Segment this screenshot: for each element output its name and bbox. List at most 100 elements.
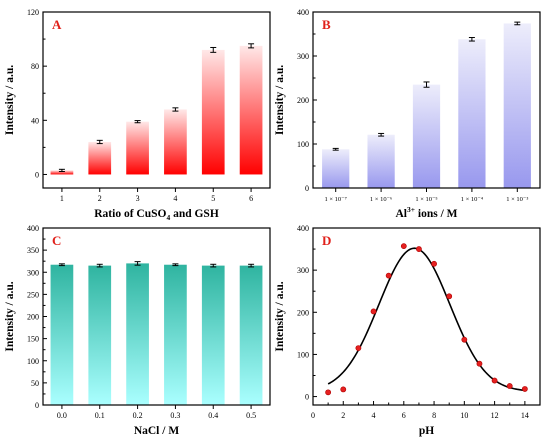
- x-tick-label: 2: [341, 411, 345, 420]
- y-tick-label: 40: [31, 116, 39, 125]
- bar-2: [367, 134, 395, 188]
- x-tick-label: 0.0: [57, 411, 67, 420]
- y-tick-label: 200: [297, 308, 309, 317]
- x-axis-label: Ratio of CuSO4 and GSH: [94, 208, 219, 222]
- bar-4: [458, 39, 486, 188]
- data-point-12: [491, 377, 498, 384]
- x-tick-label: 1 × 10⁻⁷: [325, 196, 347, 203]
- y-tick-label: 250: [27, 290, 39, 299]
- y-tick-label: 100: [27, 357, 39, 366]
- x-tick-label: 0.2: [133, 411, 143, 420]
- x-tick-label: 3: [136, 194, 140, 203]
- x-label-part: ions / M: [415, 208, 458, 220]
- x-axis-label: Al3+ ions / M: [395, 205, 457, 220]
- y-tick-label: 50: [31, 379, 39, 388]
- bar-3: [126, 263, 149, 405]
- y-tick-label: 300: [297, 52, 309, 61]
- x-tick-label: 1: [60, 194, 64, 203]
- x-tick-label: 0: [311, 411, 315, 420]
- y-tick-label: 0: [35, 170, 39, 179]
- bar-2: [88, 265, 112, 405]
- y-tick-label: 200: [27, 313, 39, 322]
- x-axis-label: NaCl / M: [134, 425, 180, 437]
- y-tick-label: 200: [297, 96, 309, 105]
- bar-5: [201, 49, 225, 175]
- x-label-part: Al: [395, 208, 407, 220]
- data-point-14: [521, 386, 528, 392]
- y-tick-label: 400: [297, 224, 309, 233]
- y-tick-label: 80: [31, 62, 39, 71]
- panel-label: D: [322, 233, 331, 248]
- plot-frame: [312, 11, 541, 189]
- subscript: 4: [166, 213, 170, 222]
- bar-3: [126, 121, 149, 175]
- y-tick-label: 0: [35, 401, 39, 410]
- y-tick-label: 150: [27, 335, 39, 344]
- data-point-5: [385, 272, 392, 279]
- x-tick-label: 1 × 10⁻⁶: [370, 196, 392, 203]
- data-point-1: [325, 389, 332, 396]
- y-axis-label: Intensity / a.u.: [4, 281, 16, 351]
- x-tick-label: 1 × 10⁻³: [506, 196, 528, 203]
- plot-frame: [42, 227, 271, 406]
- x-tick-label: 5: [211, 194, 215, 203]
- y-axis-label: Intensity / a.u.: [4, 65, 16, 135]
- y-tick-label: 300: [297, 266, 309, 275]
- data-point-2: [340, 386, 347, 393]
- x-tick-label: 0.4: [208, 411, 218, 420]
- panel-label: B: [322, 17, 331, 32]
- x-tick-label: 4: [372, 411, 376, 420]
- bar-5: [201, 265, 225, 405]
- y-axis-label: Intensity / a.u.: [274, 65, 286, 135]
- y-tick-label: 400: [27, 224, 39, 233]
- y-tick-label: 400: [297, 8, 309, 17]
- x-tick-label: 0.3: [170, 411, 180, 420]
- bar-1: [322, 149, 350, 188]
- y-tick-label: 100: [297, 350, 309, 359]
- plot-frame: [42, 11, 271, 189]
- x-tick-label: 2: [98, 194, 102, 203]
- bar-6: [239, 45, 263, 175]
- x-axis-label: pH: [419, 425, 434, 437]
- bar-4: [164, 264, 187, 405]
- data-point-8: [431, 260, 437, 267]
- panel-label: C: [52, 233, 61, 248]
- x-tick-label: 14: [521, 411, 529, 420]
- y-tick-label: 0: [305, 393, 309, 402]
- data-point-10: [461, 336, 468, 343]
- bar-2: [88, 141, 112, 175]
- bar-1: [50, 170, 74, 175]
- x-tick-label: 6: [249, 194, 253, 203]
- x-tick-label: 4: [173, 194, 177, 203]
- panel-label: A: [52, 17, 62, 32]
- bar-3: [412, 84, 441, 188]
- x-tick-label: 6: [402, 411, 406, 420]
- plot-frame: [312, 227, 541, 406]
- bar-6: [239, 265, 263, 405]
- bar-4: [164, 109, 187, 175]
- y-tick-label: 100: [297, 140, 309, 149]
- y-tick-label: 300: [27, 268, 39, 277]
- bar-5: [503, 23, 531, 188]
- data-point-11: [476, 360, 483, 367]
- data-point-9: [446, 293, 453, 300]
- y-axis-label: Intensity / a.u.: [274, 281, 286, 351]
- x-tick-label: 0.1: [95, 411, 105, 420]
- x-label-part: and GSH: [170, 208, 219, 220]
- panel-c: 0 50 100 150 200 250 300 350 400 0.0 0.1 0.2 0.3 0.4 0…: [4, 224, 271, 437]
- bar-1: [50, 264, 74, 405]
- x-tick-label: 10: [460, 411, 468, 420]
- data-point-13: [506, 383, 513, 389]
- x-tick-label: 12: [491, 411, 499, 420]
- data-point-4: [370, 308, 377, 315]
- fit-curve: [327, 247, 525, 392]
- y-tick-label: 350: [27, 246, 39, 255]
- x-label-part: Ratio of CuSO: [94, 208, 166, 220]
- x-tick-label: 8: [432, 411, 436, 420]
- panel-b: 0 100 200 300 400 1 × 10⁻⁷ 1 × 10⁻⁶ 1 × 10⁻⁵ 1 ×…: [274, 8, 541, 220]
- x-tick-label: 1 × 10⁻⁵: [415, 196, 437, 203]
- x-tick-label: 0.5: [246, 411, 256, 420]
- panel-d: 0 100 200 300 400 0 2 4 6 8 10 12 14 D Intensity / a.u…: [274, 224, 541, 437]
- x-tick-label: 1 × 10⁻⁴: [461, 196, 484, 203]
